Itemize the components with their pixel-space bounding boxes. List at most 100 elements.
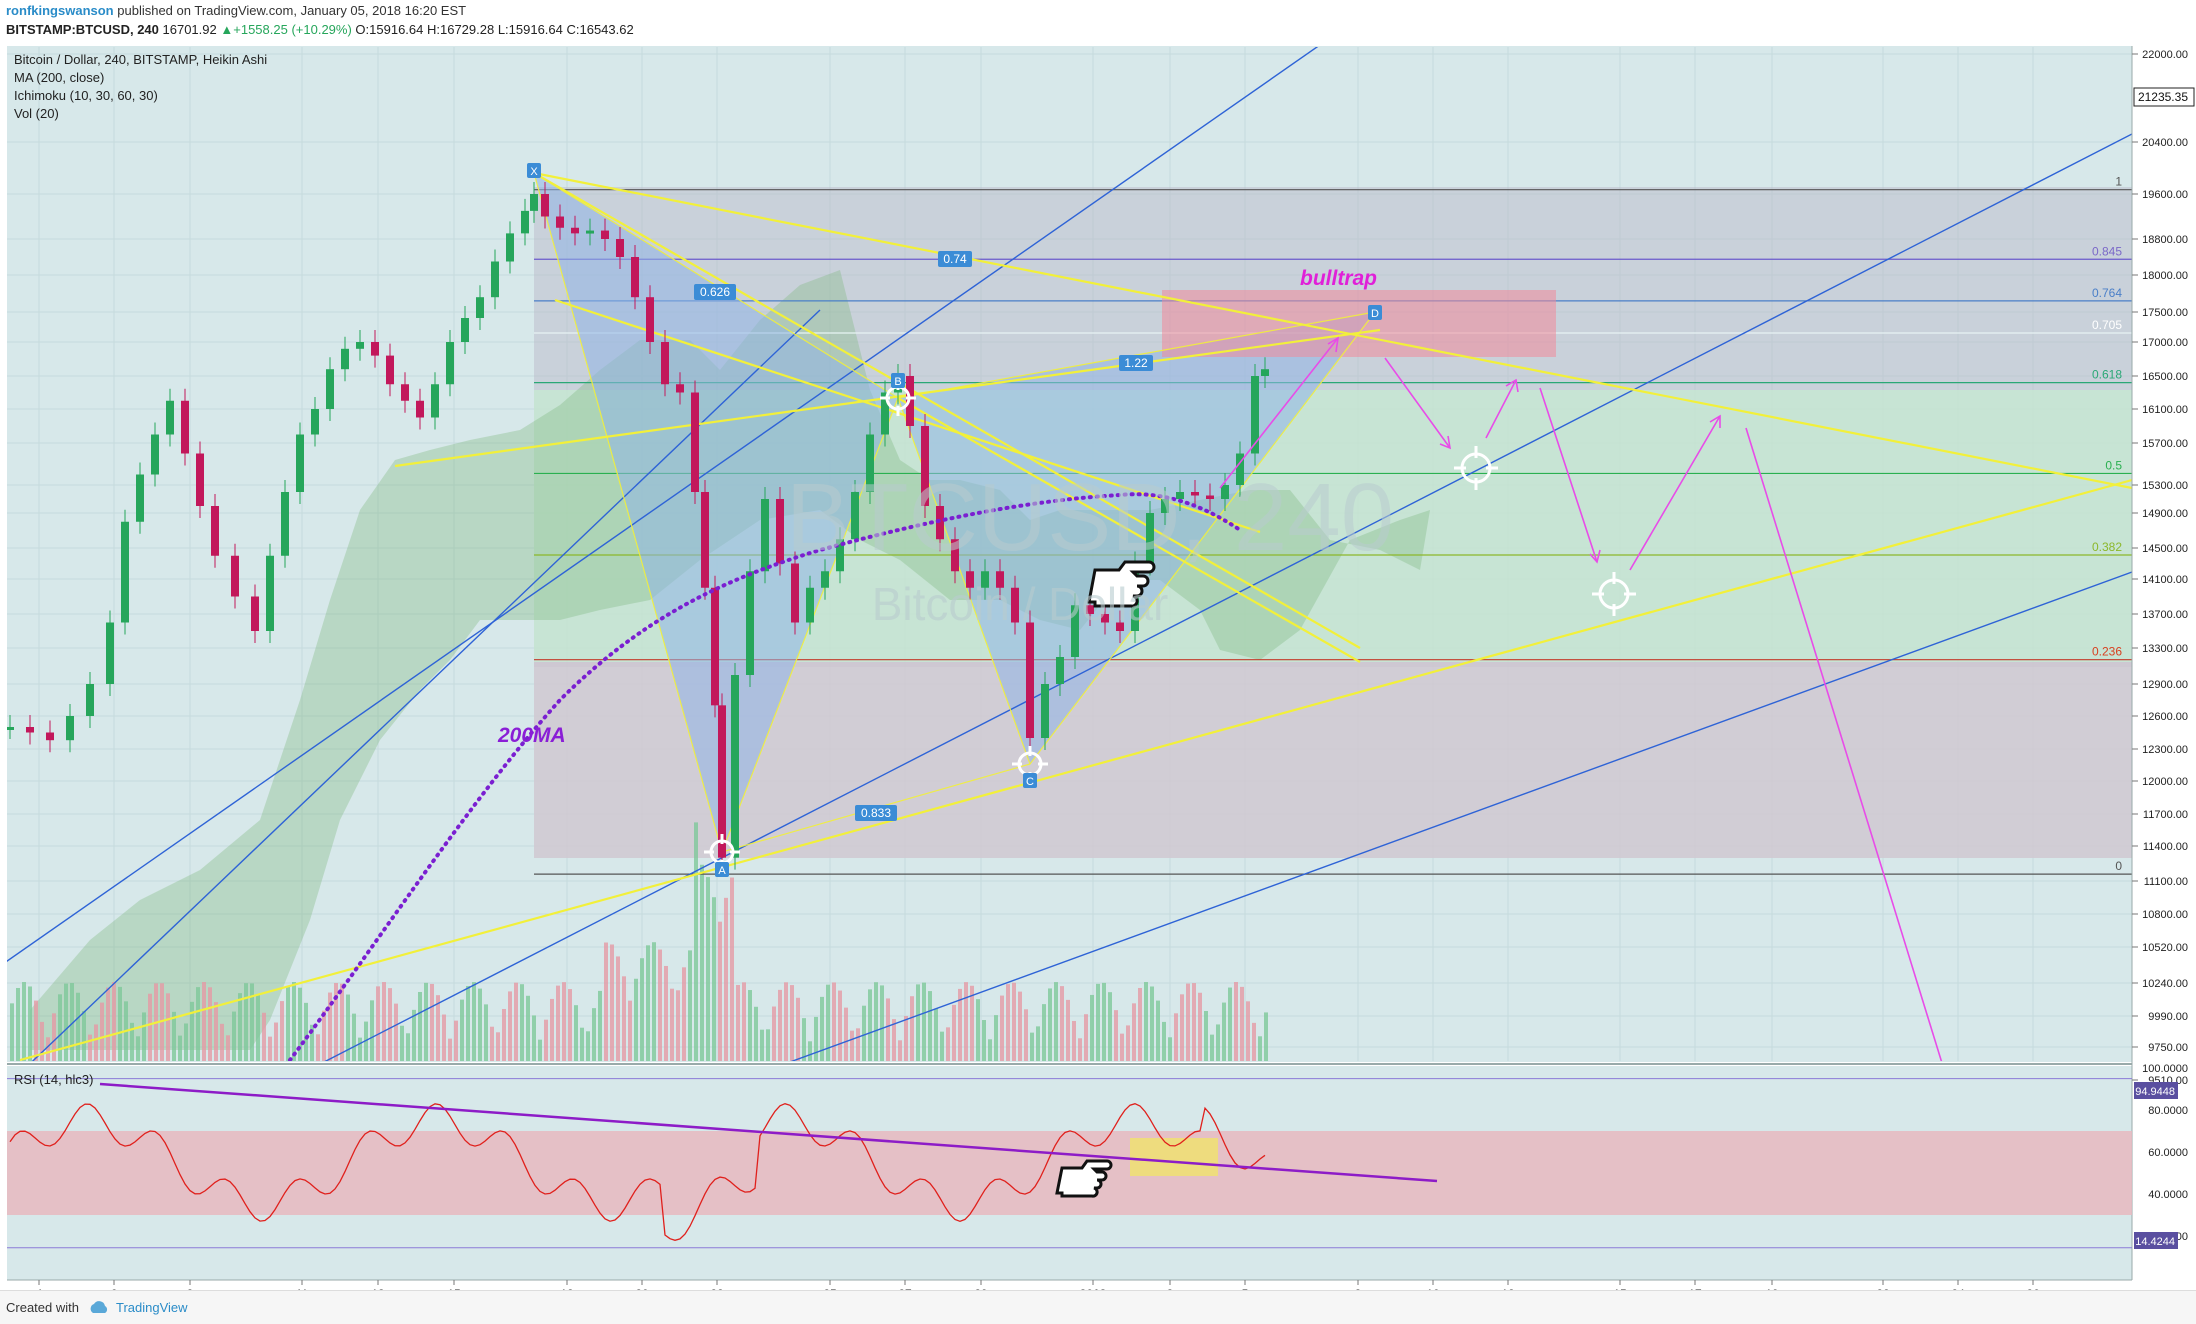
volume-bar xyxy=(1078,1038,1082,1061)
volume-bar xyxy=(1042,1004,1046,1061)
time-tick-label: 8 xyxy=(187,1287,194,1290)
volume-bar xyxy=(598,990,602,1061)
volume-bar xyxy=(376,986,380,1061)
time-tick-label: 4 xyxy=(36,1287,43,1290)
volume-bar xyxy=(700,864,704,1061)
price-tick-label: 11100.00 xyxy=(2144,876,2188,888)
volume-bar xyxy=(562,982,566,1061)
candle-body xyxy=(821,571,829,588)
volume-bar xyxy=(106,987,110,1061)
volume-bar xyxy=(160,983,164,1061)
volume-bar xyxy=(190,1001,194,1061)
volume-bar xyxy=(964,982,968,1061)
tradingview-link[interactable]: TradingView xyxy=(116,1300,188,1315)
rsi-tick-label: 100.0000 xyxy=(2142,1063,2188,1075)
svg-text:B: B xyxy=(894,376,901,388)
last-price: 16701.92 xyxy=(162,22,217,37)
candle-body xyxy=(996,571,1004,588)
candle-body xyxy=(921,426,929,506)
time-tick-label: 29 xyxy=(974,1287,988,1290)
volume-bar xyxy=(526,995,530,1061)
time-tick-label: 26 xyxy=(2026,1287,2040,1290)
watermark-symbol: BTCUSD, 240 xyxy=(786,464,1394,571)
price-axis[interactable]: 22000.00 20400.00 19600.00 18800.00 18000.00… xyxy=(2132,49,2188,1087)
chart-canvas[interactable]: 1 0.845 0.764 0.705 0.618 0.5 0.382 0.236 0 xyxy=(0,40,2196,1290)
price-tick-label: 16100.00 xyxy=(2142,404,2188,416)
volume-bar xyxy=(784,982,788,1061)
volume-bar xyxy=(10,1003,14,1061)
volume-bar xyxy=(268,1036,272,1061)
volume-bar xyxy=(838,990,842,1061)
volume-bar xyxy=(550,998,554,1061)
rsi-pointing-hand-icon xyxy=(1055,1159,1113,1198)
volume-bar xyxy=(628,1000,632,1061)
point-label-b: B xyxy=(891,373,905,388)
time-tick-label: 10 xyxy=(1426,1287,1440,1290)
volume-bar xyxy=(1186,983,1190,1061)
author-link[interactable]: ronfkingswanson xyxy=(6,3,114,18)
volume-bar xyxy=(778,989,782,1061)
candle-body xyxy=(646,297,654,342)
volume-bar xyxy=(1204,1010,1208,1061)
volume-bar xyxy=(826,984,830,1061)
volume-bar xyxy=(922,982,926,1061)
rsi-highlight-box xyxy=(1130,1138,1218,1176)
volume-bar xyxy=(28,986,32,1061)
volume-bar xyxy=(256,993,260,1061)
volume-bar xyxy=(1096,983,1100,1061)
time-tick-label: 24 xyxy=(1951,1287,1965,1290)
volume-bar xyxy=(916,984,920,1061)
candle-body xyxy=(1236,453,1244,485)
volume-bar xyxy=(1258,1036,1262,1061)
candle-body xyxy=(791,563,799,623)
candle-body xyxy=(231,555,239,597)
symbol-label: BITSTAMP:BTCUSD, 240 xyxy=(6,22,159,37)
candle-body xyxy=(661,342,669,385)
price-tick-label: 10520.00 xyxy=(2142,942,2188,954)
candle-body xyxy=(631,257,639,298)
volume-bar xyxy=(148,993,152,1061)
volume-bar xyxy=(946,1027,950,1061)
volume-bar xyxy=(238,993,242,1061)
volume-bar xyxy=(898,1040,902,1061)
candle-body xyxy=(1261,369,1269,376)
volume-bar xyxy=(1150,986,1154,1061)
candle-body xyxy=(1206,495,1214,499)
volume-bar xyxy=(52,1013,56,1061)
price-tick-label: 12600.00 xyxy=(2142,711,2188,723)
svg-text:0.74: 0.74 xyxy=(943,252,967,266)
volume-bar xyxy=(1234,982,1238,1061)
volume-bar xyxy=(934,1008,938,1061)
volume-bar xyxy=(568,989,572,1061)
legend-vol[interactable]: Vol (20) xyxy=(14,106,59,121)
volume-bar xyxy=(832,982,836,1061)
price-tick-label: 11400.00 xyxy=(2143,841,2188,853)
price-tick-label: 15700.00 xyxy=(2142,438,2188,450)
price-tick-label: 17500.00 xyxy=(2142,307,2188,319)
volume-bar xyxy=(1060,986,1064,1061)
volume-bar xyxy=(1138,987,1142,1061)
volume-bar xyxy=(460,999,464,1061)
fib-level-label: 0 xyxy=(2115,859,2122,873)
legend-ichimoku[interactable]: Ichimoku (10, 30, 60, 30) xyxy=(14,88,158,103)
volume-bar xyxy=(574,1005,578,1061)
volume-bar xyxy=(388,988,392,1061)
legend-ma[interactable]: MA (200, close) xyxy=(14,70,104,85)
volume-bar xyxy=(814,1016,818,1061)
candle-body xyxy=(181,400,189,454)
volume-bar xyxy=(808,1041,812,1061)
volume-bar xyxy=(1048,988,1052,1061)
volume-bar xyxy=(616,956,620,1061)
volume-bar xyxy=(892,1019,896,1061)
volume-bar xyxy=(226,1035,230,1061)
time-axis[interactable]: 4 6 8 11 13 15 18 20 22 25 27 29 2018 3 5 8 10 12 15 17 19 22… xyxy=(36,1280,2040,1290)
time-tick-label: 15 xyxy=(1613,1287,1627,1290)
volume-bar xyxy=(1252,1022,1256,1061)
candle-body xyxy=(541,194,549,217)
volume-bar xyxy=(214,1002,218,1061)
volume-bar xyxy=(742,982,746,1061)
volume-bar xyxy=(142,1012,146,1061)
volume-bar xyxy=(412,1009,416,1061)
candle-body xyxy=(1026,622,1034,738)
created-with-text: Created with xyxy=(6,1300,79,1315)
